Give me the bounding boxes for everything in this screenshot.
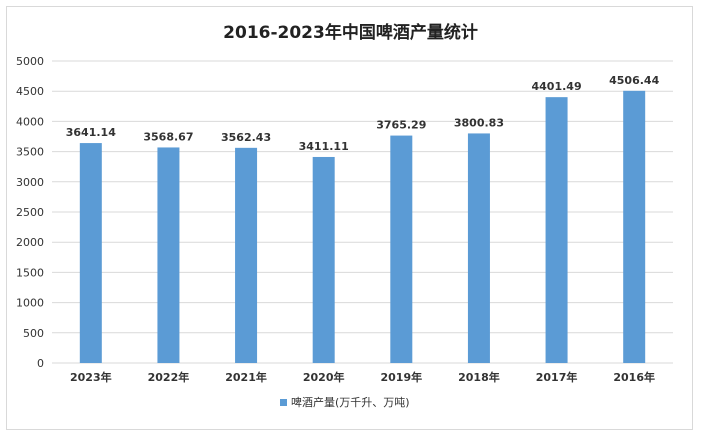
- bar: [79, 143, 102, 363]
- data-label: 4401.49: [532, 80, 582, 93]
- x-tick-label: 2023年: [70, 370, 112, 384]
- data-label: 3411.11: [299, 140, 349, 153]
- chart-frame: [6, 6, 693, 430]
- bar: [235, 147, 258, 363]
- x-tick-label: 2020年: [303, 370, 345, 384]
- y-tick-label: 4000: [16, 115, 44, 128]
- y-tick-label: 1000: [16, 297, 44, 310]
- y-tick-label: 500: [23, 327, 44, 340]
- chart-title: 2016-2023年中国啤酒产量统计: [223, 23, 478, 43]
- bar: [157, 147, 180, 363]
- y-tick-label: 0: [37, 357, 44, 370]
- x-tick-label: 2019年: [381, 370, 423, 384]
- data-label: 3562.43: [221, 131, 271, 144]
- data-label: 3568.67: [143, 130, 193, 143]
- bar: [623, 90, 646, 363]
- y-tick-label: 1500: [16, 266, 44, 279]
- x-tick-label: 2022年: [148, 370, 190, 384]
- x-tick-label: 2016年: [613, 370, 655, 384]
- data-label: 4506.44: [609, 74, 659, 87]
- data-label: 3641.14: [66, 126, 116, 139]
- y-tick-label: 4500: [16, 85, 44, 98]
- y-tick-label: 5000: [16, 55, 44, 68]
- x-tick-label: 2018年: [458, 370, 500, 384]
- data-label: 3800.83: [454, 116, 504, 129]
- x-tick-label: 2021年: [225, 370, 267, 384]
- legend-swatch: [280, 399, 287, 406]
- y-tick-label: 2500: [16, 206, 44, 219]
- y-tick-label: 3500: [16, 146, 44, 159]
- bar: [312, 156, 335, 363]
- x-tick-label: 2017年: [536, 370, 578, 384]
- legend-label: 啤酒产量(万千升、万吨): [291, 395, 410, 409]
- bar: [390, 135, 413, 363]
- data-label: 3765.29: [376, 119, 426, 132]
- bar: [467, 133, 490, 363]
- y-tick-label: 2000: [16, 236, 44, 249]
- bar: [545, 97, 568, 364]
- y-tick-label: 3000: [16, 176, 44, 189]
